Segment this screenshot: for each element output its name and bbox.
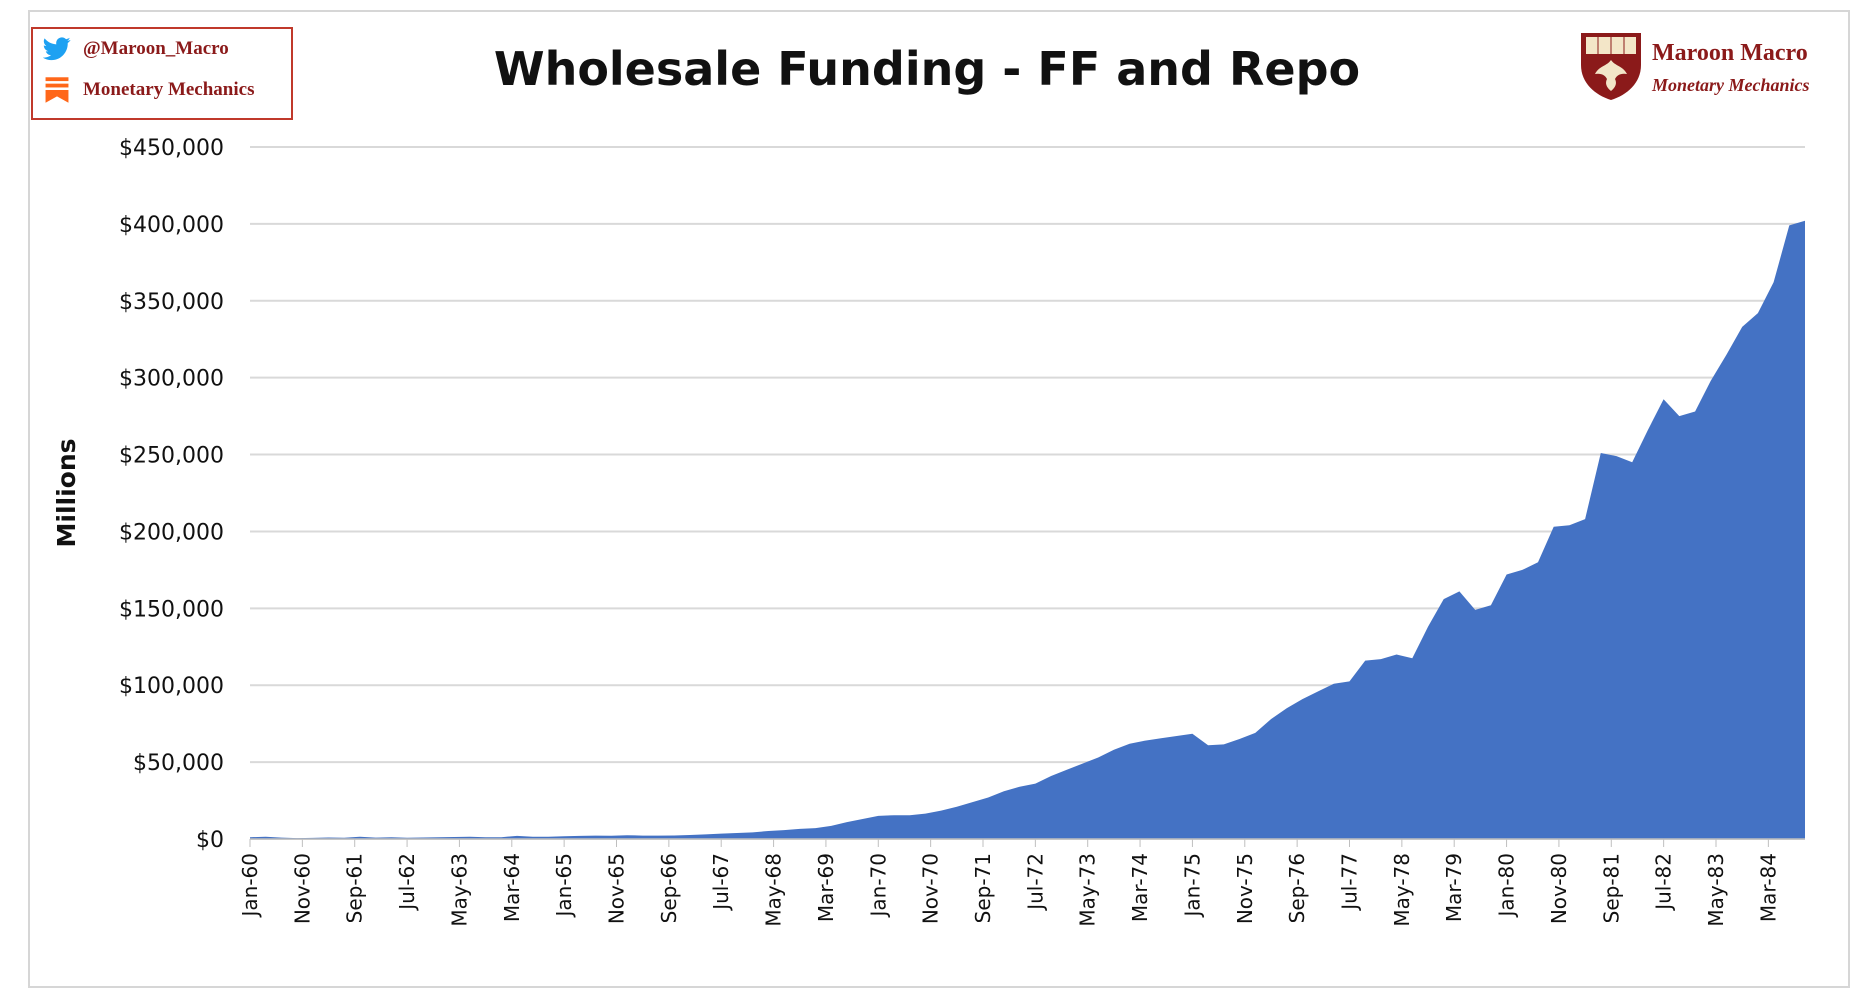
y-tick-label: $50,000: [133, 751, 224, 776]
x-tick-label: Jan-60: [238, 853, 262, 919]
twitter-row[interactable]: @Maroon_Macro: [43, 37, 229, 61]
x-tick-label: Mar-69: [814, 853, 838, 922]
x-tick-label: Jan-75: [1180, 853, 1204, 919]
y-tick-label: $200,000: [119, 520, 224, 545]
logo-subtitle: Monetary Mechanics: [1652, 75, 1810, 95]
x-tick-label: Mar-84: [1756, 853, 1780, 922]
x-tick-label: Nov-80: [1547, 853, 1571, 924]
maroon-macro-logo: Maroon Macro Monetary Mechanics: [1570, 30, 1850, 122]
x-tick-label: May-68: [762, 853, 786, 927]
x-tick-label: Mar-64: [500, 853, 524, 922]
x-tick-label: Nov-65: [605, 853, 629, 924]
y-tick-label: $250,000: [119, 444, 224, 469]
substack-icon: [45, 77, 69, 103]
area-fill: [250, 220, 1805, 840]
twitter-bird-icon: [43, 37, 71, 61]
x-tick-label: Sep-81: [1599, 853, 1623, 923]
x-tick-label: Jul-77: [1338, 853, 1362, 912]
x-tick-label: May-78: [1390, 853, 1414, 927]
social-badge: @Maroon_Macro Monetary Mechanics: [31, 27, 293, 120]
y-tick-label: $400,000: [119, 213, 224, 238]
y-tick-label: $300,000: [119, 367, 224, 392]
x-tick-label: Sep-61: [343, 853, 367, 923]
x-tick-label: Nov-70: [919, 853, 943, 924]
x-tick-label: Mar-74: [1128, 853, 1152, 922]
y-tick-label: $0: [196, 828, 224, 853]
y-tick-label: $100,000: [119, 674, 224, 699]
x-tick-label: Jul-62: [395, 853, 419, 912]
x-tick-label: Jan-65: [552, 853, 576, 919]
y-tick-label: $150,000: [119, 597, 224, 622]
x-tick-label: Jul-67: [709, 853, 733, 912]
chart-title: Wholesale Funding - FF and Repo: [493, 42, 1361, 96]
y-tick-label: $350,000: [119, 290, 224, 315]
x-tick-label: Mar-79: [1442, 853, 1466, 922]
x-tick-label: Jan-80: [1495, 853, 1519, 919]
twitter-handle: @Maroon_Macro: [83, 38, 229, 59]
chart-frame: [28, 10, 1850, 988]
x-tick-label: May-73: [1076, 853, 1100, 927]
x-tick-label: Sep-71: [971, 853, 995, 923]
substack-row[interactable]: Monetary Mechanics: [43, 76, 254, 104]
x-tick-label: Nov-75: [1233, 853, 1257, 924]
y-axis-label: Millions: [52, 438, 81, 547]
substack-name: Monetary Mechanics: [83, 79, 255, 100]
x-axis: Jan-60 Nov-60 Sep-61 Jul-62 May-63 Mar-64 Jan-…: [238, 838, 1805, 927]
x-tick-label: Nov-60: [290, 853, 314, 924]
x-tick-label: Sep-76: [1285, 853, 1309, 923]
x-tick-label: Jul-82: [1652, 853, 1676, 912]
area-series: [250, 220, 1805, 840]
x-tick-label: Jul-72: [1023, 853, 1047, 912]
x-tick-label: May-83: [1704, 853, 1728, 927]
y-axis: $0 $50,000 $100,000 $150,000 $200,000 $250,00…: [119, 136, 224, 853]
university-crest-icon: [1581, 33, 1641, 100]
logo-title: Maroon Macro: [1652, 40, 1808, 66]
y-tick-label: $450,000: [119, 136, 224, 161]
x-tick-label: Jan-70: [866, 853, 890, 919]
x-tick-label: Sep-66: [657, 853, 681, 923]
x-tick-label: May-63: [447, 853, 471, 927]
